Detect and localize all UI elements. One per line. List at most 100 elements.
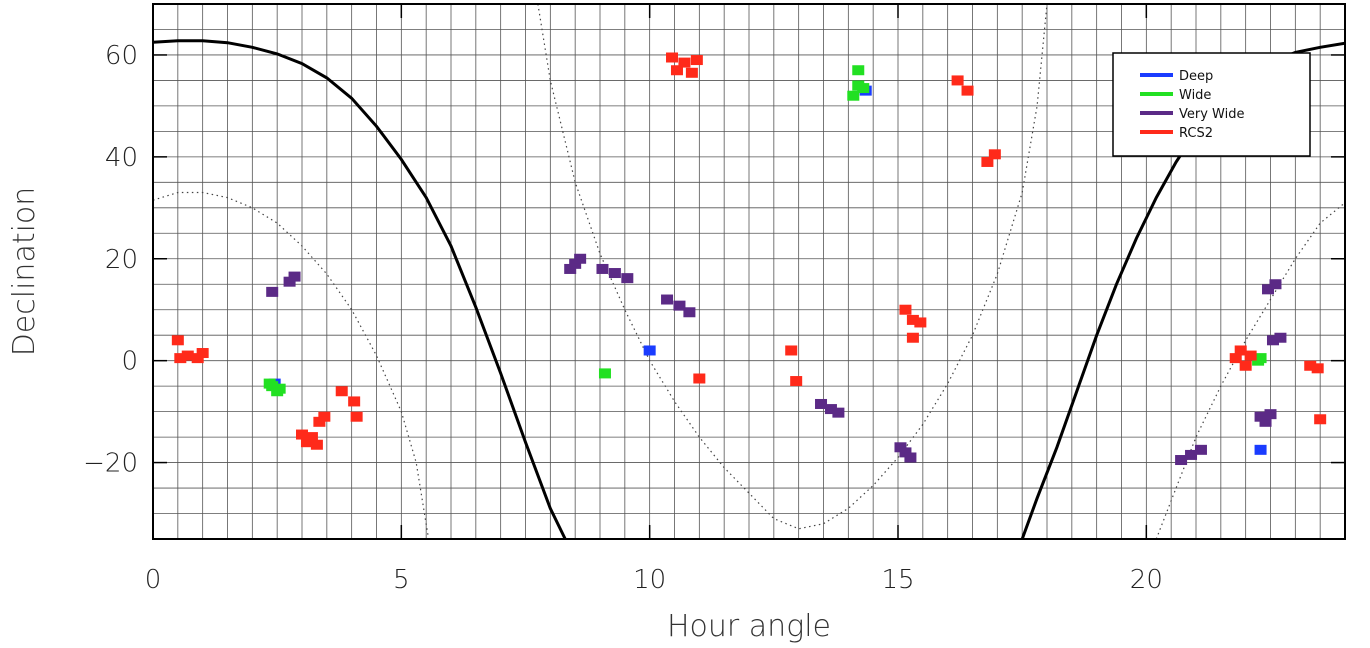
rcs2-point xyxy=(1311,363,1324,374)
wide-point xyxy=(847,90,860,101)
rcs2-point xyxy=(1234,345,1247,356)
very-wide-point xyxy=(824,404,837,415)
rcs2-point xyxy=(171,335,184,346)
grid xyxy=(152,4,1345,539)
rcs2-point xyxy=(300,437,313,448)
rcs2-point xyxy=(1244,350,1257,361)
x-tick-labels: 0 5 10 15 20 xyxy=(145,565,1163,595)
very-wide-point xyxy=(673,300,686,311)
wide-point xyxy=(598,368,611,379)
rcs2-point xyxy=(670,65,683,76)
very-wide-point xyxy=(1254,411,1267,422)
rcs2-point xyxy=(348,396,361,407)
rcs2-point xyxy=(678,57,691,68)
x-axis-title: Hour angle xyxy=(667,609,831,644)
rcs2-point xyxy=(914,317,927,328)
rcs2-point xyxy=(1304,360,1317,371)
very-wide-point xyxy=(283,276,296,287)
rcs2-point xyxy=(666,52,679,63)
very-wide-point xyxy=(288,271,301,282)
y-tick-labels: −20 0 20 40 60 xyxy=(83,41,138,479)
very-wide-point xyxy=(661,294,674,305)
rcs2-point xyxy=(310,439,323,450)
rcs2-point xyxy=(313,416,326,427)
rcs2-point xyxy=(790,376,803,387)
rcs2-point xyxy=(335,386,348,397)
very-wide-point xyxy=(1274,332,1287,343)
legend-label-wide: Wide xyxy=(1179,88,1211,103)
rcs2-point xyxy=(693,373,706,384)
rcs2-point xyxy=(981,156,994,167)
x-tick-label: 10 xyxy=(633,565,666,595)
y-tick-label: 20 xyxy=(105,245,138,275)
very-wide-point xyxy=(574,253,587,264)
legend-box xyxy=(1112,52,1311,157)
very-wide-point xyxy=(832,407,845,418)
rcs2-point xyxy=(174,353,187,364)
x-tick-label: 0 xyxy=(145,565,162,595)
very-wide-point xyxy=(899,447,912,458)
rcs2-point xyxy=(318,411,331,422)
very-wide-point xyxy=(815,398,828,409)
very-wide-point xyxy=(904,452,917,463)
rcs2-point xyxy=(1239,360,1252,371)
x-tick-label: 15 xyxy=(881,565,914,595)
plot-frame xyxy=(152,3,1346,540)
rcs2-point xyxy=(305,432,318,443)
legend-label-rcs2: RCS2 xyxy=(1179,126,1213,141)
very-wide-point xyxy=(569,258,582,269)
very-wide-point xyxy=(608,268,621,279)
wide-point xyxy=(273,383,286,394)
very-wide-point xyxy=(1175,455,1188,466)
rcs2-point xyxy=(906,332,919,343)
rcs2-point xyxy=(690,55,703,66)
dotted-curve-2 xyxy=(153,191,430,539)
legend: Deep Wide Very Wide RCS2 xyxy=(1112,52,1311,157)
rcs2-point xyxy=(906,314,919,325)
rcs2-point xyxy=(951,75,964,86)
very-wide-point xyxy=(1266,335,1279,346)
legend-label-very-wide: Very Wide xyxy=(1179,107,1244,122)
very-wide-point xyxy=(564,263,577,274)
y-tick-label: 60 xyxy=(105,41,138,71)
wide-point xyxy=(852,65,865,76)
rcs2-point xyxy=(899,304,912,315)
very-wide-point xyxy=(1264,409,1277,420)
deep-point xyxy=(1254,444,1267,455)
very-wide-point xyxy=(266,286,279,297)
rcs2-point xyxy=(350,411,363,422)
very-wide-point xyxy=(1262,284,1275,295)
rcs2-point xyxy=(181,350,194,361)
rcs2-point xyxy=(1229,353,1242,364)
rcs2-point xyxy=(1314,414,1327,425)
rcs2-point xyxy=(191,353,204,364)
rcs2-point xyxy=(685,67,698,78)
very-wide-point xyxy=(1194,444,1207,455)
very-wide-point xyxy=(621,273,634,284)
very-wide-point xyxy=(1259,416,1272,427)
rcs2-point xyxy=(961,85,974,96)
deep-point xyxy=(643,345,656,356)
y-tick-label: 0 xyxy=(121,347,138,377)
very-wide-point xyxy=(1185,449,1198,460)
very-wide-point xyxy=(683,307,696,318)
very-wide-point xyxy=(596,263,609,274)
y-tick-label: −20 xyxy=(83,449,138,479)
wide-point xyxy=(1252,355,1265,366)
legend-label-deep: Deep xyxy=(1179,69,1213,84)
wide-point xyxy=(263,378,276,389)
rcs2-point xyxy=(785,345,798,356)
data-points xyxy=(171,52,1327,466)
solid-curve-0 xyxy=(153,39,567,539)
wide-point xyxy=(857,83,870,94)
very-wide-point xyxy=(1269,279,1282,290)
x-tick-label: 5 xyxy=(393,565,410,595)
y-axis-title: Declination xyxy=(7,187,42,357)
y-tick-label: 40 xyxy=(105,143,138,173)
rcs2-point xyxy=(296,429,308,440)
dotted-curve-3 xyxy=(537,4,1048,530)
rcs2-point xyxy=(988,149,1001,160)
x-tick-label: 20 xyxy=(1130,565,1163,595)
rcs2-point xyxy=(196,348,209,359)
